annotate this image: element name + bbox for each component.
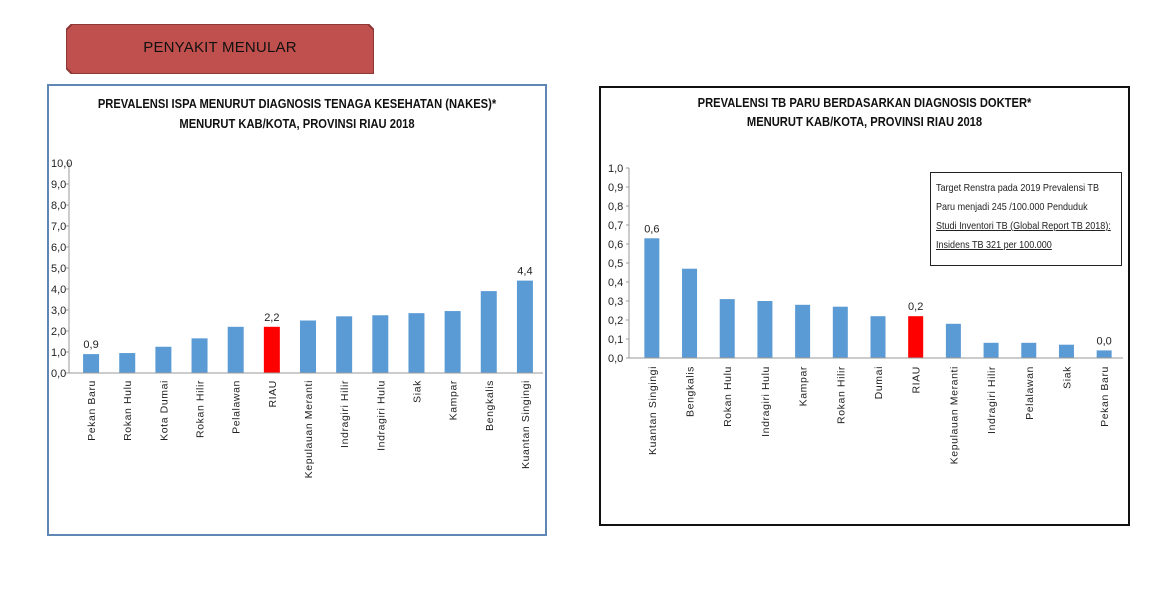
tb-category-label: Rokan Hulu	[722, 366, 734, 427]
tb-category-label: Bengkalis	[685, 366, 697, 417]
ispa-y-tick-label: 1,0	[51, 347, 66, 359]
tb-y-tick-label: 0,7	[608, 220, 623, 232]
banner-label: PENYAKIT MENULAR	[143, 38, 297, 56]
ispa-data-label: 4,4	[517, 266, 532, 278]
ispa-category-label: Pelalawan	[231, 380, 243, 434]
tb-y-tick-label: 0,8	[608, 201, 623, 213]
tb-bar	[1021, 342, 1037, 358]
tb-y-tick-label: 0,4	[608, 277, 623, 289]
ispa-y-tick-label: 2,0	[51, 326, 66, 338]
tb-bar	[719, 299, 735, 358]
ispa-y-tick-label: 8,0	[51, 200, 66, 212]
ispa-bar	[227, 326, 244, 373]
tb-category-label: RIAU	[911, 366, 923, 394]
tb-bar	[832, 306, 848, 358]
tb-y-tick-label: 0,9	[608, 182, 623, 194]
ispa-category-label: RIAU	[267, 380, 279, 408]
tb-bar	[682, 268, 698, 358]
ispa-category-label: Kepulauan Meranti	[303, 380, 315, 478]
tb-chart-title-line-1: PREVALENSI TB PARU BERDASARKAN DIAGNOSIS…	[697, 95, 1032, 110]
ispa-category-label: Siak	[411, 380, 423, 403]
tb-data-label: 0,6	[644, 223, 659, 235]
ispa-category-label: Rokan Hulu	[122, 380, 134, 441]
ispa-y-tick-label: 10,0	[51, 158, 72, 170]
ispa-bar	[83, 354, 100, 373]
tb-data-label: 0,0	[1097, 335, 1112, 347]
ispa-bar	[300, 320, 316, 373]
ispa-y-tick-label: 7,0	[51, 221, 66, 233]
ispa-category-label: Kota Dumai	[158, 380, 170, 441]
ispa-chart-panel: PREVALENSI ISPA MENURUT DIAGNOSIS TENAGA…	[47, 84, 547, 536]
tb-bar-chart: 0,0 0,1 0,2 0,3 0,4 0,5 0,6 0,7 0,8 0,9 1,0 0,6 Kuan…	[608, 163, 1123, 464]
tb-category-label: Pelalawan	[1024, 366, 1036, 420]
ispa-y-tick-label: 6,0	[51, 242, 66, 254]
tb-category-label: Indragiri Hulu	[760, 366, 772, 437]
ispa-category-label: Indragiri Hilir	[339, 380, 351, 448]
ispa-bar	[372, 315, 389, 373]
ispa-bar	[263, 326, 280, 373]
ispa-category-label: Indragiri Hulu	[375, 380, 387, 451]
ispa-bar	[336, 316, 353, 373]
tb-y-tick-label: 0,3	[608, 296, 623, 308]
tb-bar	[1058, 344, 1074, 358]
tb-bar	[644, 238, 660, 358]
section-banner	[66, 24, 374, 74]
tb-category-label: Dumai	[873, 366, 885, 399]
ispa-y-tick-label: 3,0	[51, 305, 66, 317]
ispa-bar	[480, 291, 497, 373]
note-line-3: Studi Inventori TB (Global Report TB 201…	[936, 220, 1111, 232]
tb-target-note: Target Renstra pada 2019 Prevalensi TB P…	[930, 172, 1122, 266]
tb-y-tick-label: 0,1	[608, 334, 623, 346]
ispa-y-tick-label: 0,0	[51, 368, 66, 380]
ispa-category-label: Bengkalis	[484, 380, 496, 431]
banner-shape	[66, 24, 374, 74]
ispa-data-label: 0,9	[83, 339, 98, 351]
tb-y-tick-label: 1,0	[608, 163, 623, 175]
ispa-bar	[155, 346, 172, 373]
tb-category-label: Siak	[1061, 366, 1073, 389]
ispa-chart-title-line-2: MENURUT KAB/KOTA, PROVINSI RIAU 2018	[179, 116, 415, 131]
ispa-data-label: 2,2	[264, 312, 279, 324]
tb-y-tick-label: 0,0	[608, 353, 623, 365]
ispa-y-tick-label: 4,0	[51, 284, 66, 296]
ispa-chart-title-line-1: PREVALENSI ISPA MENURUT DIAGNOSIS TENAGA…	[97, 96, 497, 111]
tb-chart-title-line-2: MENURUT KAB/KOTA, PROVINSI RIAU 2018	[746, 114, 983, 129]
tb-category-label: Pekan Baru	[1099, 366, 1111, 427]
tb-chart-panel: PREVALENSI TB PARU BERDASARKAN DIAGNOSIS…	[599, 86, 1130, 526]
note-line-1: Target Renstra pada 2019 Prevalensi TB	[936, 182, 1099, 194]
ispa-category-label: Pekan Baru	[86, 380, 98, 441]
ispa-category-label: Kampar	[448, 380, 460, 420]
tb-category-label: Kampar	[798, 366, 810, 406]
tb-y-tick-label: 0,6	[608, 239, 623, 251]
tb-bar	[870, 316, 886, 358]
note-line-4: Insidens TB 321 per 100.000	[936, 239, 1052, 251]
ispa-category-label: Kuantan Singingi	[520, 380, 532, 469]
note-line-2: Paru menjadi 245 /100.000 Penduduk	[936, 201, 1088, 213]
tb-bar	[1096, 350, 1112, 358]
ispa-bar	[408, 313, 425, 373]
tb-y-tick-label: 0,2	[608, 315, 623, 327]
tb-category-label: Kepulauan Meranti	[948, 366, 960, 464]
tb-bar	[945, 323, 961, 358]
tb-bar	[795, 304, 811, 358]
tb-y-tick-label: 0,5	[608, 258, 623, 270]
tb-bar	[983, 342, 999, 358]
tb-category-label: Kuantan Singingi	[647, 366, 659, 455]
ispa-bar-chart: 0,0 1,0 2,0 3,0 4,0 5,0 6,0 7,0 8,0 9,0 10,0 0,9 Pek…	[51, 158, 543, 478]
tb-bar	[908, 316, 924, 358]
ispa-bar	[119, 353, 136, 373]
tb-category-label: Rokan Hilir	[835, 366, 847, 424]
tb-bar	[757, 301, 773, 358]
ispa-bar	[516, 280, 533, 373]
tb-data-label: 0,2	[908, 301, 923, 313]
ispa-category-label: Rokan Hilir	[195, 380, 207, 438]
ispa-bar	[191, 338, 208, 373]
tb-category-label: Indragiri Hilir	[986, 366, 998, 434]
ispa-y-tick-label: 5,0	[51, 263, 66, 275]
ispa-bar	[444, 311, 461, 373]
ispa-y-tick-label: 9,0	[51, 179, 66, 191]
